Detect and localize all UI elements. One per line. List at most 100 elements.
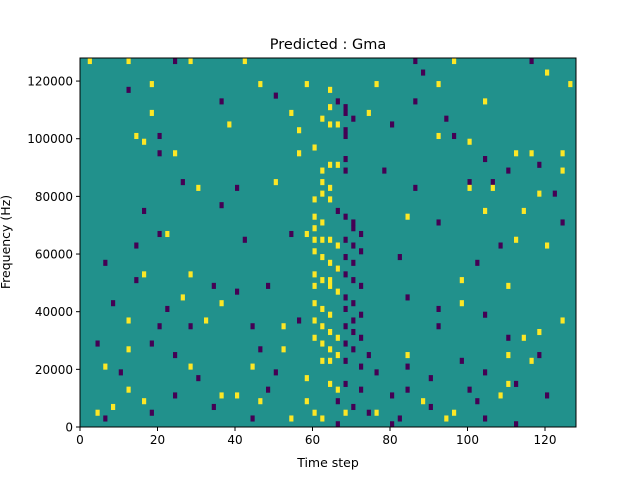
heatmap-cell-high	[459, 277, 464, 284]
heatmap-cell-low	[405, 294, 410, 301]
heatmap-cell-low	[351, 403, 356, 411]
y-tick-label: 100000	[27, 132, 73, 146]
heatmap-cell-low	[483, 415, 488, 422]
heatmap-cell-high	[529, 150, 534, 157]
heatmap-cell-low	[459, 357, 464, 364]
heatmap-cell-low	[343, 167, 348, 174]
heatmap-cell-high	[320, 323, 325, 330]
heatmap-cell-high	[328, 328, 333, 336]
heatmap-cell-high	[297, 150, 302, 157]
heatmap-cell-high	[281, 323, 286, 330]
heatmap-cell-low	[343, 323, 348, 330]
heatmap-cell-low	[483, 311, 488, 318]
heatmap-cell-high	[405, 213, 410, 220]
heatmap-cell-high	[506, 380, 511, 387]
x-axis: 0 20 40 60 80 100 120	[76, 427, 556, 447]
heatmap-cell-high	[452, 409, 457, 416]
heatmap-cell-high	[328, 259, 333, 266]
heatmap-cell-low	[444, 115, 449, 122]
heatmap-cell-low	[173, 58, 178, 65]
heatmap-cell-low	[180, 179, 185, 186]
heatmap-plot-area	[79, 57, 577, 428]
heatmap-cell-low	[118, 369, 123, 376]
heatmap-cell-low	[413, 184, 418, 191]
heatmap-cell-high	[312, 282, 317, 289]
heatmap-cell-low	[188, 323, 193, 330]
heatmap-cell-low	[196, 375, 201, 382]
heatmap-cell-low	[343, 156, 348, 163]
heatmap-cell-high	[320, 167, 325, 174]
heatmap-cell-high	[312, 334, 317, 341]
heatmap-cell-low	[351, 300, 356, 307]
heatmap-cell-low	[560, 219, 565, 226]
heatmap-cell-high	[560, 150, 565, 157]
heatmap-cell-high	[242, 58, 247, 65]
heatmap-cell-low	[397, 254, 402, 261]
plot-frame	[79, 57, 577, 428]
heatmap-cell-high	[142, 138, 147, 145]
y-axis-label: Frequency (Hz)	[0, 195, 13, 289]
x-tick-label: 20	[150, 433, 165, 447]
heatmap-cell-high	[560, 317, 565, 324]
heatmap-cell-low	[219, 98, 224, 105]
heatmap-cell-low	[452, 132, 457, 140]
heatmap-cell-high	[142, 271, 147, 278]
heatmap-cell-high	[436, 132, 441, 140]
heatmap-cell-low	[235, 184, 240, 191]
heatmap-cell-low	[126, 86, 131, 93]
heatmap-cell-high	[335, 386, 340, 393]
heatmap-cell-low	[343, 340, 348, 347]
heatmap-cell-low	[211, 282, 216, 289]
heatmap-cell-high	[126, 386, 131, 393]
heatmap-cell-high	[328, 196, 333, 203]
heatmap-cell-low	[351, 259, 356, 266]
heatmap-cell-low	[149, 409, 154, 416]
heatmap-cell-high	[320, 236, 325, 243]
heatmap-cell-low	[297, 317, 302, 324]
heatmap-cell-low	[374, 369, 379, 376]
heatmap-cell-high	[328, 357, 333, 364]
heatmap-cell-low	[235, 288, 240, 295]
heatmap-cell-high	[289, 415, 294, 422]
heatmap-cell-high	[506, 352, 511, 359]
y-tick-label: 80000	[35, 190, 73, 204]
heatmap-cell-high	[335, 334, 340, 341]
heatmap-cell-low	[343, 236, 348, 243]
heatmap-cell-low	[134, 277, 139, 284]
heatmap-cell-high	[304, 81, 309, 88]
heatmap-cell-low	[382, 167, 387, 174]
heatmap-cell-high	[95, 409, 100, 416]
heatmap-cell-high	[483, 207, 488, 214]
heatmap-cell-high	[289, 109, 294, 116]
heatmap-cell-low	[413, 98, 418, 105]
heatmap-cell-high	[335, 288, 340, 295]
heatmap-cell-low	[428, 403, 433, 411]
heatmap-cell-low	[359, 311, 364, 318]
heatmap-cell-low	[343, 294, 348, 301]
heatmap-cell-high	[328, 161, 333, 168]
heatmap-cell-high	[250, 363, 255, 370]
heatmap-cell-high	[188, 271, 193, 278]
heatmap-cell-low	[498, 242, 503, 249]
heatmap-cell-high	[568, 81, 573, 88]
heatmap-cell-low	[343, 132, 348, 140]
heatmap-cell-high	[452, 58, 457, 65]
heatmap-cell-high	[459, 300, 464, 307]
heatmap-cell-high	[328, 380, 333, 387]
heatmap-cell-low	[366, 352, 371, 359]
heatmap-cell-high	[149, 81, 154, 88]
y-tick-label: 120000	[27, 75, 73, 89]
heatmap-cell-high	[405, 352, 410, 359]
heatmap-cell-high	[165, 230, 170, 238]
heatmap-cell-high	[111, 403, 116, 411]
heatmap-cell-high	[134, 132, 139, 140]
heatmap-cell-low	[351, 277, 356, 284]
heatmap-cell-high	[328, 86, 333, 93]
y-tick-label: 0	[65, 421, 73, 435]
heatmap-cell-low	[149, 340, 154, 347]
heatmap-cell-low	[157, 150, 162, 157]
x-tick-label: 40	[227, 433, 242, 447]
x-tick-label: 120	[534, 433, 557, 447]
heatmap-cell-high	[320, 115, 325, 122]
heatmap-cell-low	[483, 369, 488, 376]
